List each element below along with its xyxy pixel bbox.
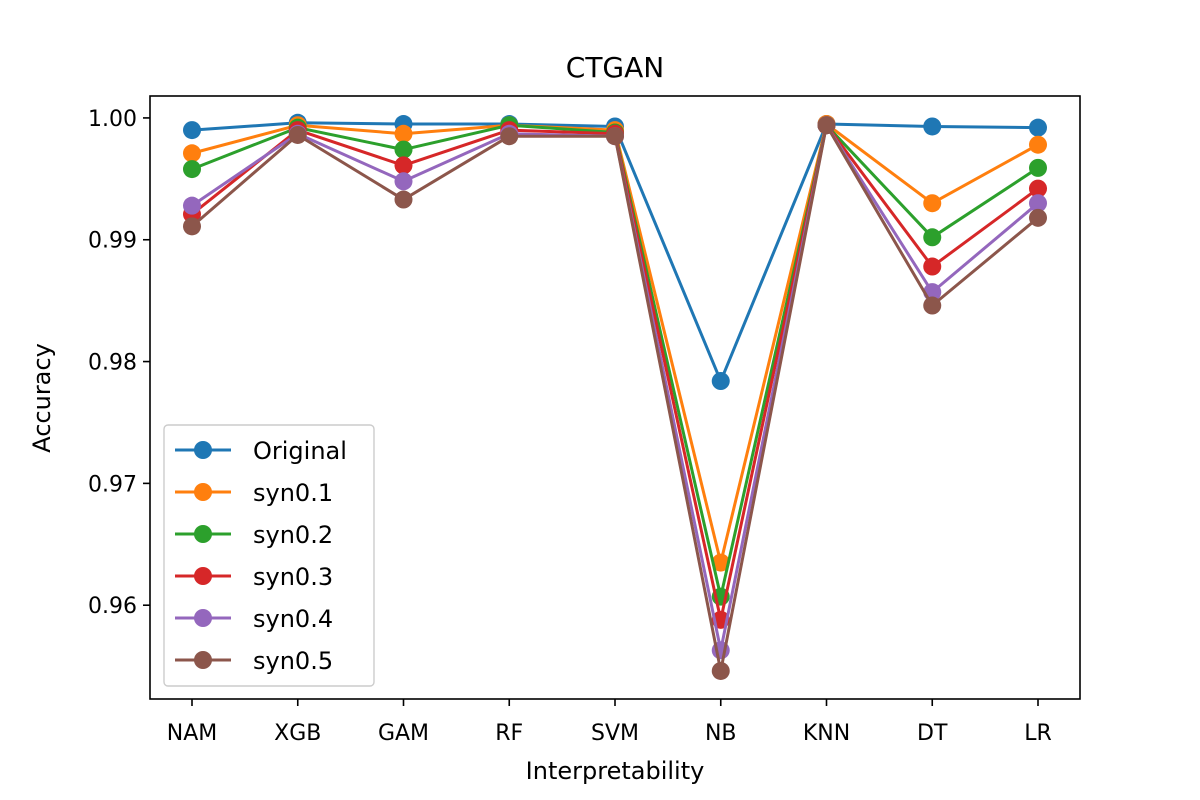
data-point <box>394 156 413 175</box>
legend-label: Original <box>253 437 347 465</box>
legend-label: syn0.1 <box>253 479 333 507</box>
data-point <box>923 296 942 315</box>
data-point <box>183 160 201 179</box>
legend-marker <box>194 483 212 501</box>
chart-title: CTGAN <box>566 51 664 84</box>
data-point <box>1029 135 1047 154</box>
data-point <box>500 127 519 146</box>
legend-item: syn0.2 <box>175 521 333 549</box>
data-point <box>394 190 413 209</box>
legend-marker <box>194 651 212 669</box>
data-point <box>1029 179 1047 198</box>
data-point <box>394 172 413 191</box>
legend-item: syn0.4 <box>175 605 333 633</box>
x-axis-label: Interpretability <box>526 757 705 785</box>
x-tick-label: LR <box>1024 721 1052 746</box>
x-tick-label: KNN <box>803 721 850 746</box>
legend-marker <box>194 525 212 543</box>
legend-label: syn0.4 <box>253 605 333 633</box>
legend-marker <box>194 609 212 627</box>
data-point <box>923 194 942 213</box>
y-tick-label: 0.98 <box>88 351 137 376</box>
x-tick-label: GAM <box>378 721 429 746</box>
data-point <box>923 228 942 247</box>
x-tick-label: SVM <box>591 721 639 746</box>
legend-marker <box>194 441 212 459</box>
data-point <box>606 127 624 146</box>
legend-item: syn0.5 <box>175 647 333 675</box>
data-point <box>711 661 730 680</box>
legend-item: syn0.3 <box>175 563 333 591</box>
data-point <box>711 372 730 391</box>
legend: Original syn0.1 syn0.2 syn0.3 syn0.4 syn0.5 <box>163 424 375 687</box>
y-tick-label: 1.00 <box>88 107 137 132</box>
x-tick-label: RF <box>495 721 523 746</box>
data-point <box>394 140 413 159</box>
y-tick-label: 0.97 <box>88 472 137 497</box>
legend-marker <box>194 567 212 585</box>
legend-label: syn0.2 <box>253 521 333 549</box>
data-point <box>183 121 201 140</box>
data-point <box>1029 208 1047 227</box>
y-axis-label: Accuracy <box>28 343 56 453</box>
data-point <box>923 257 942 276</box>
x-tick-label: NAM <box>167 721 218 746</box>
data-point <box>711 553 730 572</box>
data-point <box>183 217 201 236</box>
data-point <box>817 116 836 135</box>
legend-box <box>163 424 375 687</box>
legend-item: Original <box>175 437 347 465</box>
x-tick-label: NB <box>705 721 737 746</box>
series-syn0.5 <box>183 116 1047 680</box>
data-point <box>394 124 413 143</box>
legend-item: syn0.1 <box>175 479 333 507</box>
x-tick-label: XGB <box>274 721 321 746</box>
x-tick-label: DT <box>917 721 948 746</box>
data-point <box>183 196 201 215</box>
plot-frame <box>149 95 1081 700</box>
data-point <box>288 125 307 144</box>
data-point <box>1029 194 1047 213</box>
data-point <box>1029 158 1047 177</box>
data-point <box>1029 118 1047 137</box>
legend-label: syn0.3 <box>253 563 333 591</box>
data-point <box>183 144 201 163</box>
data-point <box>923 117 942 136</box>
legend-label: syn0.5 <box>253 647 333 675</box>
axis-ticks: NAM XGB GAM RF SVM NB KNN DT LR 0.96 0.97 0.98 0.99 1… <box>88 107 1052 746</box>
series-group <box>183 113 1047 680</box>
y-tick-label: 0.99 <box>88 229 137 254</box>
y-tick-label: 0.96 <box>88 594 137 619</box>
